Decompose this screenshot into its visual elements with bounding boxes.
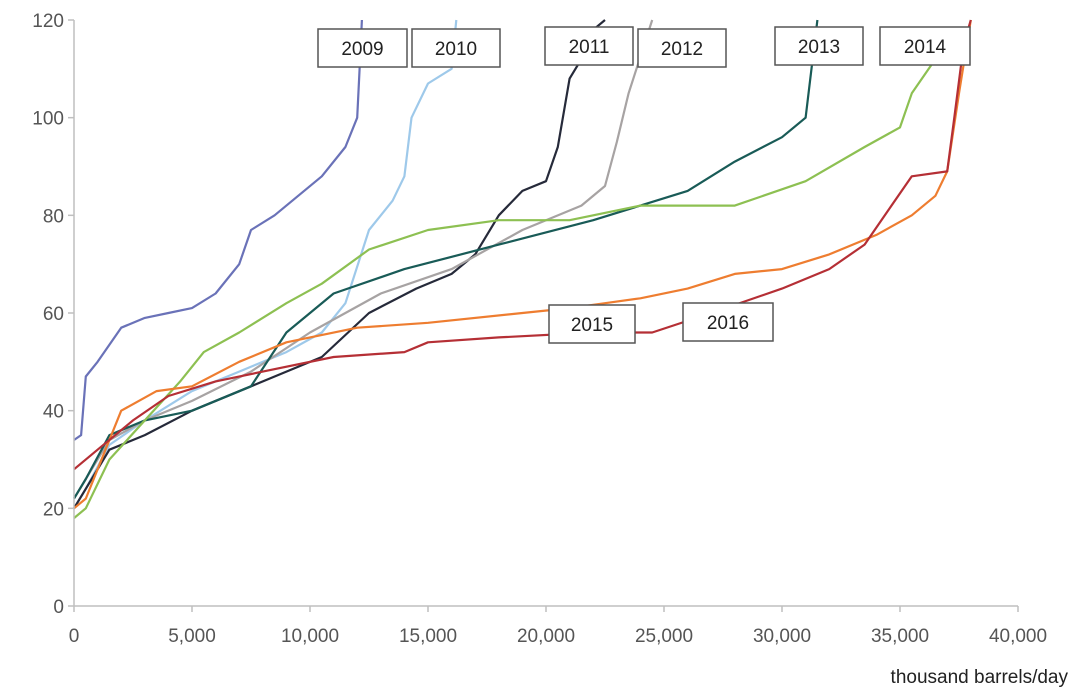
y-tick-label: 120 xyxy=(32,11,64,32)
series-label-text: 2015 xyxy=(571,315,613,336)
series-line-2010 xyxy=(73,19,458,509)
series-line-2012 xyxy=(73,19,654,500)
series-line-2014 xyxy=(73,58,937,519)
series-line-2013 xyxy=(73,19,819,500)
series-label-box xyxy=(879,26,971,66)
series-label-text: 2011 xyxy=(569,37,610,58)
series-label-2015: 2015 xyxy=(548,304,636,344)
series-line-2016 xyxy=(73,19,972,471)
series-label-box xyxy=(637,28,727,68)
series-label-2013: 2013 xyxy=(774,26,864,66)
x-axis-title: thousand barrels/day xyxy=(891,667,1069,688)
axes-layer: 0 20 40 60 80 100 120 0 5,000 10,000 15,000 20,000 2… xyxy=(32,11,1047,647)
y-tick-label: 60 xyxy=(43,304,64,325)
x-tick-label: 25,000 xyxy=(635,626,693,647)
series-label-box xyxy=(774,26,864,66)
series-label-text: 2016 xyxy=(707,313,749,334)
series-label-2014: 2014 xyxy=(879,26,971,66)
series-label-box xyxy=(411,28,501,68)
series-label-2009: 2009 xyxy=(317,28,408,68)
x-tick-label: 35,000 xyxy=(871,626,929,647)
series-label-text: 2012 xyxy=(661,39,703,60)
series-label-2011: 2011 xyxy=(544,26,634,66)
y-tick-label: 40 xyxy=(43,402,64,423)
y-tick-label: 80 xyxy=(43,206,64,227)
x-tick-label: 15,000 xyxy=(399,626,457,647)
y-tick-label: 100 xyxy=(32,109,64,130)
series-line-2009 xyxy=(73,19,363,441)
series-labels-layer: 2009 2010 2011 2012 2013 2014 2015 2016 xyxy=(317,26,971,344)
series-line-2011 xyxy=(73,19,606,509)
series-label-2010: 2010 xyxy=(411,28,501,68)
x-tick-label: 40,000 xyxy=(989,626,1047,647)
series-label-box xyxy=(682,302,774,342)
x-tick-label: 20,000 xyxy=(517,626,575,647)
y-tick-label: 0 xyxy=(53,597,64,618)
series-label-2016: 2016 xyxy=(682,302,774,342)
y-tick-label: 20 xyxy=(43,499,64,520)
series-label-2012: 2012 xyxy=(637,28,727,68)
series-label-box xyxy=(544,26,634,66)
series-layer xyxy=(73,19,972,519)
x-tick-label: 0 xyxy=(69,626,80,647)
x-tick-label: 5,000 xyxy=(168,626,216,647)
series-label-text: 2010 xyxy=(435,39,477,60)
x-tick-label: 10,000 xyxy=(281,626,339,647)
series-label-text: 2013 xyxy=(798,37,840,58)
x-tick-label: 30,000 xyxy=(753,626,811,647)
series-label-box xyxy=(317,28,408,68)
series-label-text: 2009 xyxy=(341,39,383,60)
series-label-box xyxy=(548,304,636,344)
series-label-text: 2014 xyxy=(904,37,947,58)
